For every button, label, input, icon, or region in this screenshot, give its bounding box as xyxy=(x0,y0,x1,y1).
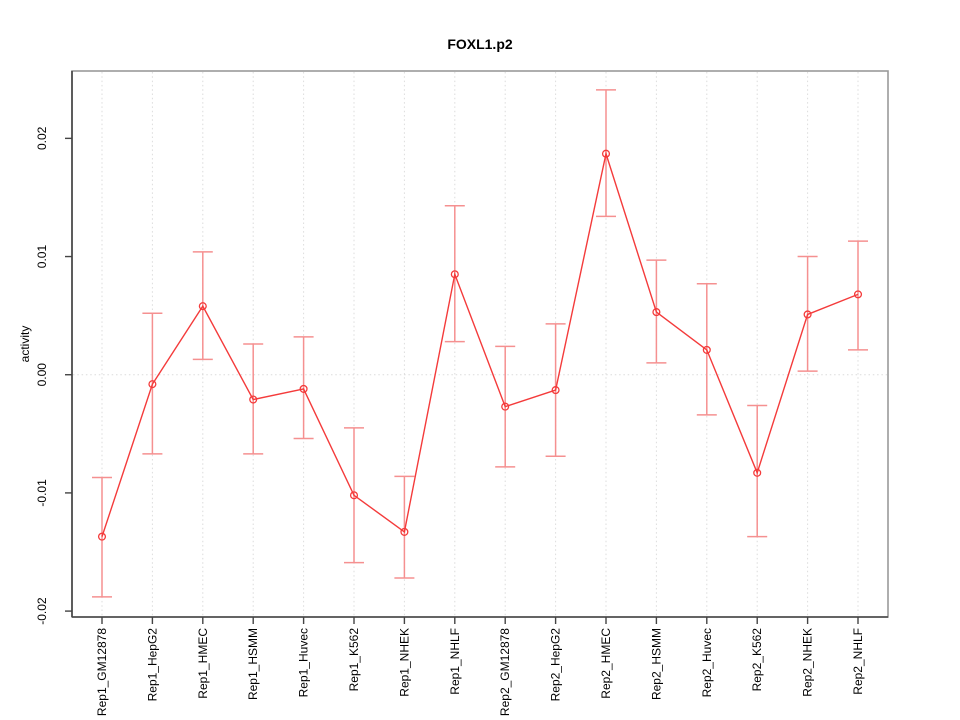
x-tick-label: Rep2_GM12878 xyxy=(498,628,512,716)
data-point-marker xyxy=(652,308,661,317)
data-point-marker xyxy=(400,527,409,536)
x-tick-label: Rep2_HSMM xyxy=(649,628,663,700)
x-tick-label: Rep2_NHLF xyxy=(851,628,865,695)
x-tick-label: Rep2_K562 xyxy=(750,628,764,692)
data-point-marker xyxy=(551,386,560,395)
data-point-marker xyxy=(249,395,258,404)
data-point-marker xyxy=(803,310,812,319)
series-line xyxy=(101,150,859,537)
data-point-marker xyxy=(601,149,611,158)
data-point-marker xyxy=(501,402,510,411)
y-tick-label: -0.02 xyxy=(35,597,49,625)
data-point-marker xyxy=(299,384,308,393)
x-tick-label: Rep2_HMEC xyxy=(599,628,613,699)
x-tick-label: Rep1_HSMM xyxy=(246,628,260,700)
y-tick-label: 0.01 xyxy=(35,245,49,269)
data-point-marker xyxy=(853,290,863,299)
y-tick-label: 0.02 xyxy=(35,126,49,150)
x-tick-label: Rep2_Huvec xyxy=(700,628,714,697)
x-tick-label: Rep1_NHEK xyxy=(397,628,411,697)
x-tick-label: Rep2_NHEK xyxy=(801,628,815,697)
y-tick-label: 0.00 xyxy=(35,363,49,387)
data-point-marker xyxy=(148,380,157,389)
chart-title: FOXL1.p2 xyxy=(447,36,513,52)
y-tick-label: -0.01 xyxy=(35,479,49,507)
plot-box xyxy=(71,70,889,618)
data-point-marker xyxy=(450,270,459,279)
x-tick-label: Rep2_HepG2 xyxy=(549,628,563,702)
data-point-marker xyxy=(97,532,107,541)
x-tick-label: Rep1_Huvec xyxy=(297,628,311,697)
data-point-marker xyxy=(349,491,359,500)
x-tick-label: Rep1_GM12878 xyxy=(95,628,109,716)
x-tick-label: Rep1_HMEC xyxy=(196,628,210,699)
data-point-marker xyxy=(198,302,207,311)
x-tick-label: Rep1_K562 xyxy=(347,628,361,692)
data-point-marker xyxy=(702,345,711,354)
x-tick-label: Rep1_HepG2 xyxy=(145,628,159,702)
x-tick-label: Rep1_NHLF xyxy=(448,628,462,695)
data-point-marker xyxy=(753,468,762,477)
